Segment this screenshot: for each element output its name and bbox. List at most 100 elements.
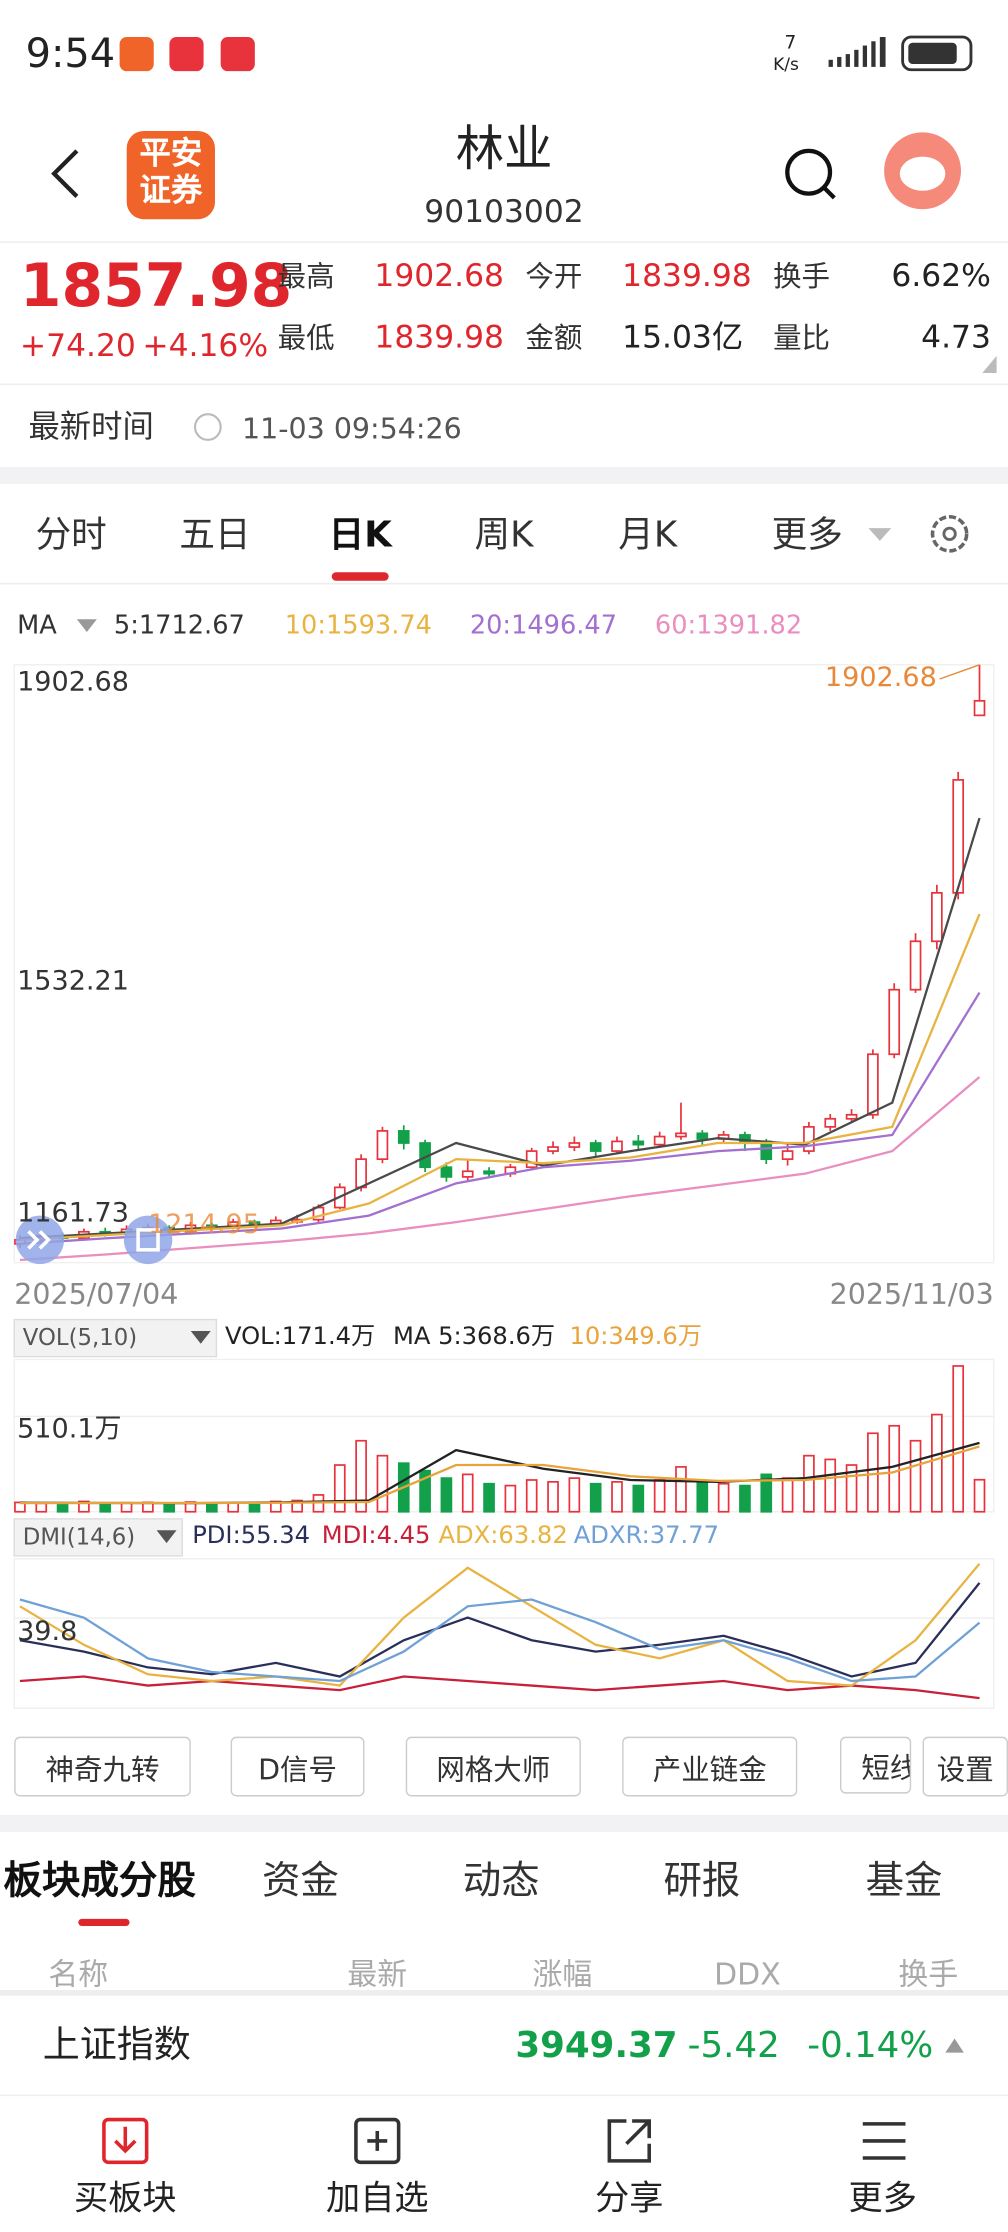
nav-icon-arrow (114, 2126, 137, 2154)
ma-legend: 10:1593.74 (284, 610, 432, 641)
tab[interactable]: 日K (328, 513, 392, 556)
expand-icon[interactable] (945, 2038, 964, 2053)
fullscreen-button[interactable] (123, 1215, 173, 1265)
search-icon[interactable] (785, 148, 833, 196)
section-tab[interactable]: 板块成分股 (3, 1859, 196, 1904)
candle-body (440, 1166, 453, 1178)
candle-body (483, 1170, 495, 1175)
dropdown-icon[interactable] (190, 1330, 211, 1344)
legend-title[interactable]: VOL(5,10) (22, 1323, 138, 1351)
signal (828, 37, 886, 67)
nav-icon-plus (367, 2130, 388, 2151)
column-header[interactable]: 最新 (347, 1957, 408, 1992)
expand-arrow (27, 1230, 51, 1250)
column-header[interactable]: 名称 (48, 1957, 109, 1992)
candle-body (355, 1158, 367, 1189)
volume-bar (35, 1502, 48, 1513)
app-icon (119, 37, 154, 72)
column-header[interactable]: 涨幅 (532, 1957, 593, 1992)
volume-bar (56, 1503, 69, 1513)
column-header[interactable]: DDX (714, 1957, 781, 1992)
fullscreen-icon (136, 1228, 160, 1252)
tab[interactable]: 更多 (771, 513, 843, 556)
tool-button[interactable]: 神奇九转 (14, 1736, 191, 1797)
dmi-legend: ADXR:37.77 (573, 1521, 720, 1551)
volume-bar (483, 1482, 495, 1513)
volume-bar (206, 1503, 218, 1513)
candle-body (568, 1142, 581, 1148)
candle-body (611, 1140, 623, 1152)
code: 90103002 (424, 195, 584, 231)
nav-label[interactable]: 分享 (595, 2177, 664, 2218)
dmi-line (19, 1675, 980, 1700)
back-icon[interactable] (51, 149, 79, 198)
info-icon[interactable] (193, 413, 222, 441)
volume-bar (461, 1473, 474, 1513)
nav-label[interactable]: 加自选 (326, 2177, 429, 2218)
stat-label: 今开 (525, 259, 583, 294)
candle-body (461, 1170, 474, 1178)
index-change: -5.42 (687, 2024, 780, 2066)
tool-button[interactable]: 产业链金 (622, 1736, 798, 1797)
section-tab[interactable]: 动态 (462, 1859, 540, 1904)
section-tab[interactable]: 基金 (865, 1859, 943, 1904)
column-header[interactable]: 换手 (898, 1957, 959, 1992)
high-marker (939, 664, 980, 680)
volume-frame (13, 1358, 995, 1513)
candle-body (675, 1132, 687, 1138)
legend-box[interactable] (13, 1518, 183, 1557)
stat-label: 最低 (277, 320, 335, 355)
nav-label[interactable]: 买板块 (74, 2177, 177, 2218)
stat-value: 4.73 (921, 320, 991, 356)
candle-body (632, 1140, 645, 1146)
section-tab[interactable]: 资金 (261, 1859, 339, 1904)
nav-icon[interactable] (862, 2122, 906, 2160)
tab[interactable]: 五日 (179, 513, 251, 556)
stat-value: 6.62% (891, 259, 991, 295)
price: 1857.98 (19, 250, 293, 321)
volume-bar (717, 1482, 730, 1513)
stat-value: 1902.68 (374, 259, 504, 295)
volume-bar (675, 1466, 687, 1513)
nav-label[interactable]: 更多 (848, 2177, 917, 2218)
nav-icons (102, 2117, 906, 2165)
avatar-face (899, 156, 946, 191)
volume-bar (653, 1479, 666, 1513)
tool-button[interactable]: D信号 (230, 1736, 365, 1797)
legend-title[interactable]: DMI(14,6) (22, 1523, 136, 1551)
expand-icon[interactable] (982, 355, 997, 373)
volume-bar (376, 1454, 389, 1513)
nav-icon[interactable] (607, 2119, 651, 2163)
nav-icon[interactable] (354, 2117, 401, 2165)
section-tab[interactable]: 研报 (663, 1859, 741, 1904)
dropdown-icon[interactable] (156, 1530, 177, 1544)
volume-bar (952, 1365, 965, 1513)
logo-text: 证券 (139, 173, 203, 210)
volume-bar (547, 1481, 559, 1513)
chart-frame (13, 664, 995, 1264)
legend-box[interactable] (13, 1318, 218, 1358)
volume (14, 1365, 994, 1513)
volume-bar (803, 1454, 815, 1513)
tool-button[interactable]: 短线 (839, 1736, 912, 1794)
dropdown-icon[interactable] (868, 528, 892, 541)
tab[interactable]: 周K (474, 513, 534, 556)
volume-bar (525, 1479, 538, 1513)
candle-body (547, 1146, 559, 1152)
low-label: 1214.95 (148, 1208, 260, 1240)
settings-icon[interactable] (930, 514, 969, 553)
band (0, 1814, 1008, 1833)
candle-body (867, 1053, 879, 1116)
volume-bar (781, 1477, 794, 1513)
index-value: 3949.37 (515, 2024, 678, 2066)
tab[interactable]: 月K (618, 513, 678, 556)
tool-button[interactable]: 设置 (922, 1736, 1008, 1797)
volume-bar (99, 1503, 112, 1513)
dropdown-icon[interactable] (76, 619, 97, 633)
volume-bar (867, 1432, 879, 1513)
nav-icon[interactable] (102, 2117, 149, 2165)
expand-button[interactable] (15, 1215, 65, 1265)
tool-button[interactable]: 网格大师 (405, 1736, 581, 1797)
tab[interactable]: 分时 (35, 513, 107, 556)
